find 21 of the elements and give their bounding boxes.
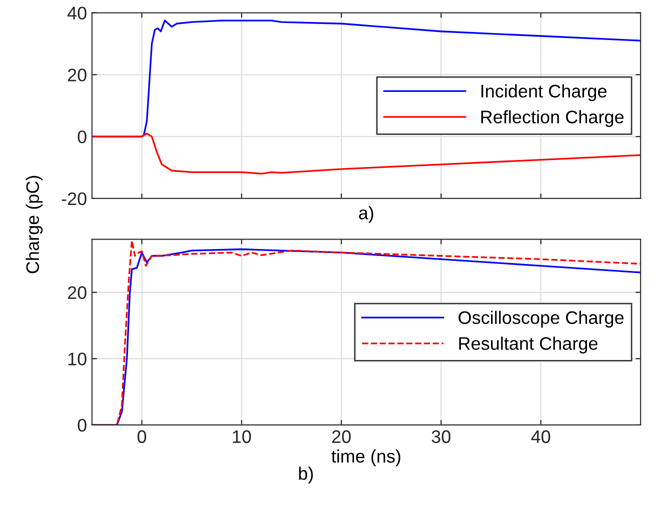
x-tick-label: 40: [531, 430, 550, 444]
y-tick-label: 0: [78, 130, 86, 144]
x-axis-title: a): [359, 206, 374, 223]
y-tick-label: 10: [68, 352, 86, 366]
legend-label: Incident Charge: [481, 84, 606, 102]
y-tick-label: 0: [78, 418, 86, 432]
text: b): [299, 466, 313, 484]
y-axis-title: Charge (pC): [26, 176, 43, 274]
x-tick-label: 20: [332, 430, 351, 444]
x-axis-title: time (ns): [331, 449, 400, 466]
x-tick-label: 0: [138, 430, 146, 444]
legend-label: Resultant Charge: [459, 336, 598, 354]
y-tick-label: 20: [68, 286, 86, 300]
y-tick-label: 20: [68, 68, 86, 82]
y-tick-label: -20: [62, 192, 86, 206]
x-tick-label: 10: [232, 430, 251, 444]
legend-label: Reflection Charge: [481, 110, 624, 127]
legend-label: Oscilloscope Charge: [458, 310, 624, 328]
line-series: [92, 132, 641, 175]
y-tick-label: 40: [67, 6, 86, 20]
x-tick-label: 30: [432, 430, 450, 444]
